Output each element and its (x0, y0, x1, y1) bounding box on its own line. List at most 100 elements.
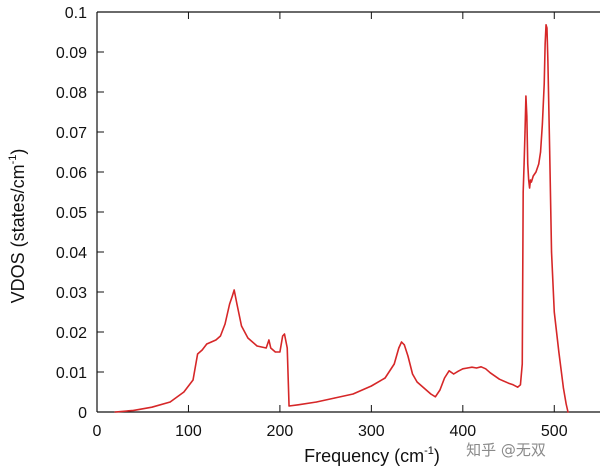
data-point (462, 368, 464, 370)
data-point (532, 175, 534, 177)
data-point (270, 347, 272, 349)
x-tick-label: 200 (267, 423, 294, 440)
data-point (519, 384, 522, 386)
y-tick-label: 0.06 (56, 165, 87, 182)
data-point (471, 366, 473, 368)
data-point (403, 344, 405, 346)
plot-frame (96, 11, 600, 413)
y-tick-label: 0.05 (56, 205, 87, 222)
data-point (240, 325, 243, 327)
data-point (219, 335, 222, 337)
data-point (547, 59, 549, 61)
data-point (286, 347, 288, 349)
data-point (183, 391, 185, 393)
data-point (282, 335, 284, 337)
data-point (274, 351, 276, 353)
y-tick-label: 0.08 (56, 85, 87, 102)
y-tick-label: 0 (78, 405, 87, 422)
data-point (224, 323, 226, 325)
data-point (466, 367, 468, 369)
data-point (567, 411, 569, 413)
watermark-text: 知乎 @无双 (466, 441, 546, 459)
data-point (411, 373, 414, 375)
data-point (247, 337, 249, 339)
x-tick-label: 0 (93, 423, 102, 440)
y-tick-label: 0.09 (56, 45, 87, 62)
data-point (393, 363, 395, 365)
x-tick-label: 400 (449, 423, 476, 440)
data-point (334, 397, 336, 399)
y-tick-label: 0.01 (56, 365, 87, 382)
data-point (453, 373, 455, 375)
data-point (370, 385, 372, 387)
data-point (565, 403, 567, 405)
y-tick-label: 0.1 (65, 5, 87, 22)
data-point (439, 389, 441, 391)
data-point (448, 370, 450, 372)
data-point (498, 378, 500, 380)
data-point (268, 339, 270, 341)
data-point (283, 333, 286, 335)
data-point (229, 303, 231, 305)
data-point (297, 404, 299, 406)
data-point (233, 289, 235, 291)
data-point (288, 405, 290, 407)
data-point (562, 387, 565, 389)
data-point (541, 123, 543, 125)
data-point (545, 24, 547, 26)
data-point (558, 351, 560, 353)
y-axis-title-text: VDOS (states/cm (8, 164, 28, 303)
data-point (256, 345, 258, 347)
data-point (528, 179, 530, 181)
data-point (400, 341, 403, 343)
data-point (543, 83, 545, 85)
data-point (475, 367, 478, 369)
data-point (523, 163, 525, 165)
data-point (524, 131, 526, 133)
data-point (526, 115, 528, 117)
data-point (201, 349, 203, 351)
data-point (265, 347, 267, 349)
data-point (489, 372, 491, 374)
data-point (522, 191, 524, 193)
data-point (430, 393, 432, 395)
data-point (114, 411, 116, 413)
x-tick-label: 500 (541, 423, 568, 440)
data-point (197, 353, 199, 355)
data-point (279, 351, 281, 353)
data-point (480, 366, 482, 368)
data-point (546, 27, 548, 29)
y-tick-label: 0.04 (56, 245, 87, 262)
data-point (434, 396, 436, 398)
data-point (527, 163, 529, 165)
x-axis-title: Frequency (cm-1) (304, 445, 440, 466)
data-point (231, 295, 233, 297)
data-point (521, 363, 523, 365)
data-point (544, 43, 546, 45)
data-point (535, 171, 537, 173)
x-tick-label: 100 (175, 423, 202, 440)
data-point (512, 384, 514, 386)
y-axis-title: VDOS (states/cm-1) (7, 149, 28, 304)
data-point (169, 401, 171, 403)
data-point (425, 389, 427, 391)
data-point (550, 251, 553, 253)
data-point (416, 381, 418, 383)
data-point (553, 311, 555, 313)
data-point (443, 377, 446, 379)
series-group (114, 24, 569, 413)
data-point (549, 151, 551, 153)
data-point (398, 347, 400, 349)
x-axis-ticks: 0 100 200 300 400 500 (93, 12, 568, 440)
data-point (215, 339, 217, 341)
data-point (507, 382, 510, 384)
x-axis-title-sup: -1 (424, 445, 434, 457)
x-axis-title-end: ) (434, 446, 440, 466)
x-axis-title-text: Frequency (cm (304, 446, 424, 466)
data-point (384, 377, 386, 379)
series-points (114, 24, 569, 413)
vdos-series-line (114, 24, 569, 413)
y-tick-label: 0.07 (56, 125, 87, 142)
y-axis-ticks: 0 0.01 0.02 0.03 0.04 0.05 0.06 0.07 0.08 0.09 0.1 (56, 5, 104, 422)
